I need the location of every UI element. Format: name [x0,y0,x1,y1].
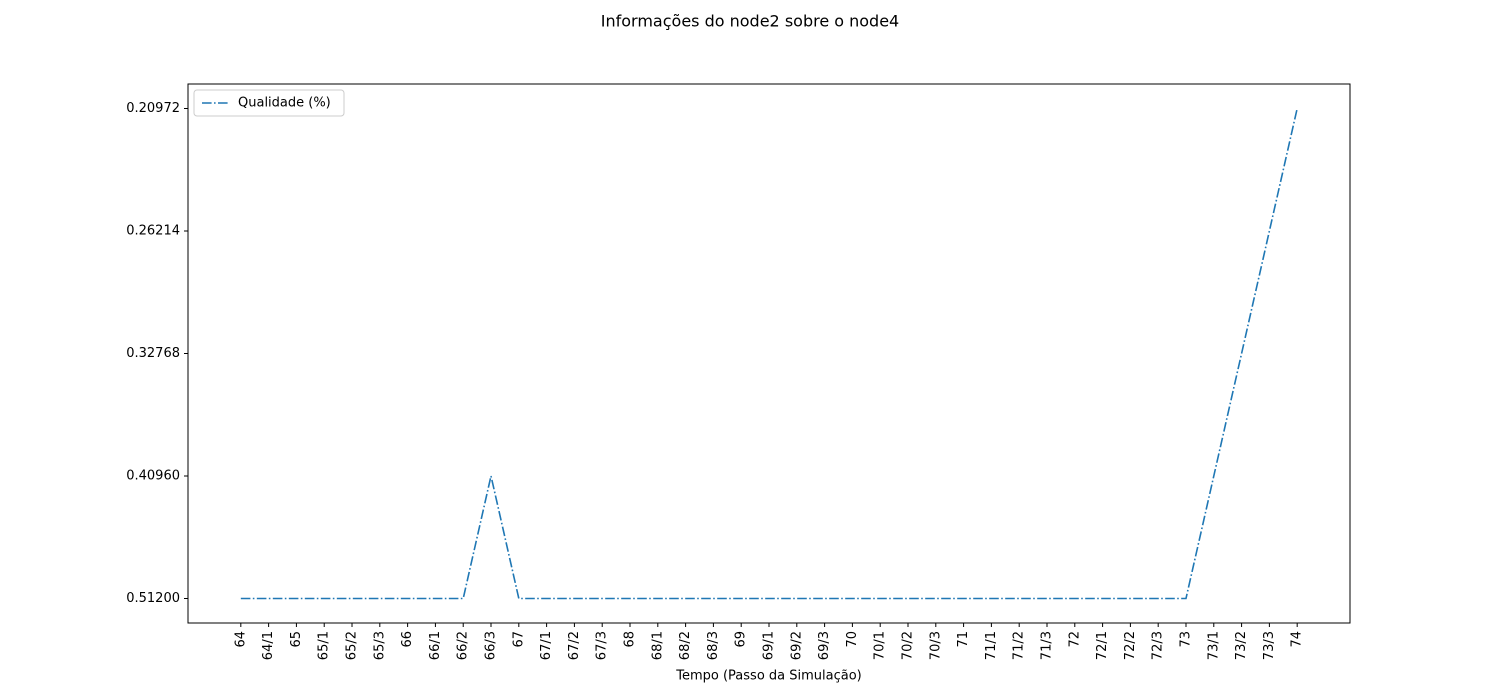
x-tick-label: 68 [623,631,638,648]
x-tick-label: 73 [1178,631,1193,648]
x-tick-label: 69/3 [817,631,832,660]
x-tick-label: 64/1 [261,631,276,660]
x-tick-label: 67 [511,631,526,648]
x-tick-label: 70/2 [900,631,915,660]
x-tick-label: 64 [233,631,248,648]
x-tick-label: 66/3 [484,631,499,660]
legend-label: Qualidade (%) [238,96,331,111]
data-line [240,108,1298,600]
x-tick-label: 74 [1290,631,1305,648]
y-tick-label: 0.40960 [126,469,180,484]
x-tick-label: 66/2 [456,631,471,660]
y-tick-label: 0.26214 [126,224,180,239]
x-tick-label: 69/2 [789,631,804,660]
x-tick-label: 69/1 [762,631,777,660]
x-tick-label: 71/2 [1012,631,1027,660]
x-tick-label: 66/1 [428,631,443,660]
y-tick-label: 0.51200 [126,591,180,606]
x-tick-label: 65/1 [317,631,332,660]
x-tick-label: 71/3 [1039,631,1054,660]
x-tick-label: 73/1 [1206,631,1221,660]
x-tick-label: 65/3 [372,631,387,660]
x-tick-label: 72/1 [1095,631,1110,660]
x-tick-label: 66 [400,631,415,648]
x-tick-label: 71 [956,631,971,648]
x-tick-label: 68/3 [706,631,721,660]
x-tick-label: 68/2 [678,631,693,660]
x-tick-label: 67/1 [539,631,554,660]
x-tick-label: 73/3 [1262,631,1277,660]
x-axis-label: Tempo (Passo da Simulação) [675,669,862,684]
y-tick-label: 0.32768 [126,346,180,361]
x-tick-label: 72 [1067,631,1082,648]
chart-title: Informações do node2 sobre o node4 [601,12,899,31]
x-tick-label: 70/1 [873,631,888,660]
x-tick-label: 70/3 [928,631,943,660]
x-tick-label: 67/3 [595,631,610,660]
x-tick-label: 65 [289,631,304,648]
x-tick-label: 72/3 [1151,631,1166,660]
x-tick-label: 70 [845,631,860,648]
plot-frame [187,83,1351,624]
x-tick-label: 67/2 [567,631,582,660]
x-tick-label: 65/2 [345,631,360,660]
x-tick-label: 69 [734,631,749,648]
x-tick-label: 71/1 [984,631,999,660]
x-tick-label: 73/2 [1234,631,1249,660]
x-tick-label: 72/2 [1123,631,1138,660]
y-tick-label: 0.20972 [126,101,180,116]
legend-box [193,89,345,117]
x-tick-label: 68/1 [650,631,665,660]
